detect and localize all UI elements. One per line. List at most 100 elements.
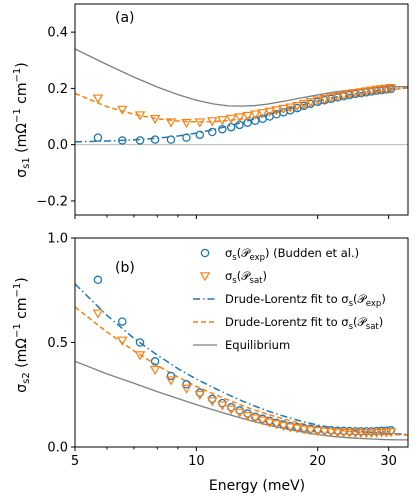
legend-swatch-exp-points (200, 248, 210, 258)
data-point-sat (165, 118, 177, 128)
data-point-sat (217, 401, 228, 411)
data-point-sat (149, 114, 161, 125)
data-point-exp (218, 124, 227, 134)
x-tick-label: 30 (380, 454, 397, 469)
data-point-exp (135, 136, 145, 145)
data-point-sat (207, 397, 218, 407)
y-tick-label: 0.0 (47, 441, 68, 456)
data-point-sat (250, 110, 261, 120)
data-point-sat (298, 100, 310, 110)
data-point-sat (366, 86, 377, 96)
data-point-sat (355, 428, 367, 439)
data-point-sat (271, 106, 282, 116)
panel-a-axes: −0.2 0.0 0.2 0.4 (36, 3, 409, 219)
data-point-sat (264, 418, 275, 428)
data-point-sat (278, 104, 289, 115)
panel-a-label: (a) (115, 10, 135, 26)
data-point-exp (135, 338, 145, 347)
data-point-exp (150, 135, 160, 144)
data-point-sat (181, 118, 192, 129)
data-point-sat (234, 113, 245, 123)
data-point-sat (312, 426, 323, 437)
data-point-sat (264, 107, 275, 117)
x-tick-label: 20 (309, 454, 326, 469)
data-point-sat (117, 105, 128, 115)
panel-a-marks (75, 48, 408, 146)
panel-a-y-axis-title: σs1 (mΩ−1 cm−1) (12, 62, 32, 177)
legend-swatch-sat-points (199, 272, 211, 282)
data-point-sat (92, 309, 104, 319)
data-point-sat (194, 390, 206, 401)
data-point-exp (226, 122, 236, 132)
data-point-sat (366, 428, 377, 439)
x-axis-title: Energy (meV) (209, 478, 305, 494)
data-point-sat (376, 428, 387, 438)
legend-label-sat-points: σs(𝒫sat) (225, 269, 267, 286)
data-point-sat (344, 428, 355, 438)
data-point-exp (166, 371, 176, 381)
data-point-sat (292, 102, 303, 112)
legend-swatches (193, 248, 217, 346)
legend: σs(𝒫exp) (Budden et al.) σs(𝒫sat) Drude-… (193, 246, 386, 352)
data-point-sat (257, 416, 268, 426)
data-point-sat (332, 92, 343, 102)
x-tick-label: 5 (71, 454, 79, 469)
data-point-exp (182, 133, 191, 142)
axes-frame (74, 3, 409, 216)
data-point-sat (134, 351, 146, 361)
series-line-equilibrium (75, 48, 408, 107)
y-tick-label: 0.2 (47, 82, 68, 97)
data-point-sat (371, 428, 382, 438)
data-point-sat (234, 408, 245, 418)
data-point-sat (134, 111, 146, 121)
data-point-sat (271, 420, 282, 430)
data-point-sat (292, 424, 303, 434)
data-point-sat (181, 384, 192, 394)
data-point-sat (381, 84, 392, 94)
plot-area-1 (75, 275, 408, 441)
legend-label-equilibrium: Equilibrium (225, 338, 290, 352)
panel-b: 0.0 0.5 1.0 5 10 20 30 (b) σs2 (mΩ−1 cm−1) Ene… (12, 232, 409, 494)
data-point-sat (344, 90, 355, 100)
data-point-sat (165, 376, 177, 386)
data-point-sat (350, 428, 361, 439)
data-point-exp (93, 133, 103, 142)
data-point-sat (312, 96, 323, 106)
panel-b-marks (75, 275, 408, 441)
data-point-sat (117, 336, 128, 346)
panel-a: −0.2 0.0 0.2 0.4 (a) σs1 (mΩ−1 cm−1) (12, 3, 409, 219)
data-point-sat (361, 428, 372, 439)
data-point-exp (207, 127, 217, 137)
data-point-sat (207, 117, 218, 127)
data-point-sat (305, 98, 316, 108)
data-point-sat (305, 426, 316, 436)
data-point-sat (319, 95, 330, 105)
data-point-sat (376, 85, 387, 95)
data-point-sat (338, 428, 349, 438)
data-point-sat (194, 118, 206, 128)
data-point-sat (325, 93, 337, 103)
data-point-exp (150, 357, 160, 366)
data-point-sat (350, 89, 361, 99)
data-point-sat (298, 425, 310, 435)
data-point-exp (93, 275, 103, 285)
data-point-sat (217, 116, 228, 126)
data-point-sat (242, 411, 253, 422)
y-tick-label: 1.0 (47, 232, 68, 247)
y-tick-label: 0.5 (47, 336, 68, 351)
data-point-sat (385, 428, 397, 438)
plot-area-0 (75, 48, 408, 146)
data-point-sat (319, 427, 330, 437)
y-tick-label: 0.4 (47, 26, 68, 41)
y-tick-label: −0.2 (36, 194, 68, 209)
legend-label-exp-points: σs(𝒫exp) (Budden et al.) (225, 246, 359, 263)
data-point-sat (355, 88, 367, 98)
data-point-sat (285, 103, 296, 113)
data-point-sat (278, 421, 289, 432)
data-point-exp (195, 130, 205, 140)
panel-b-label: (b) (115, 260, 135, 276)
data-point-exp (182, 380, 191, 389)
data-point-sat (361, 87, 372, 97)
data-point-sat (257, 109, 268, 119)
